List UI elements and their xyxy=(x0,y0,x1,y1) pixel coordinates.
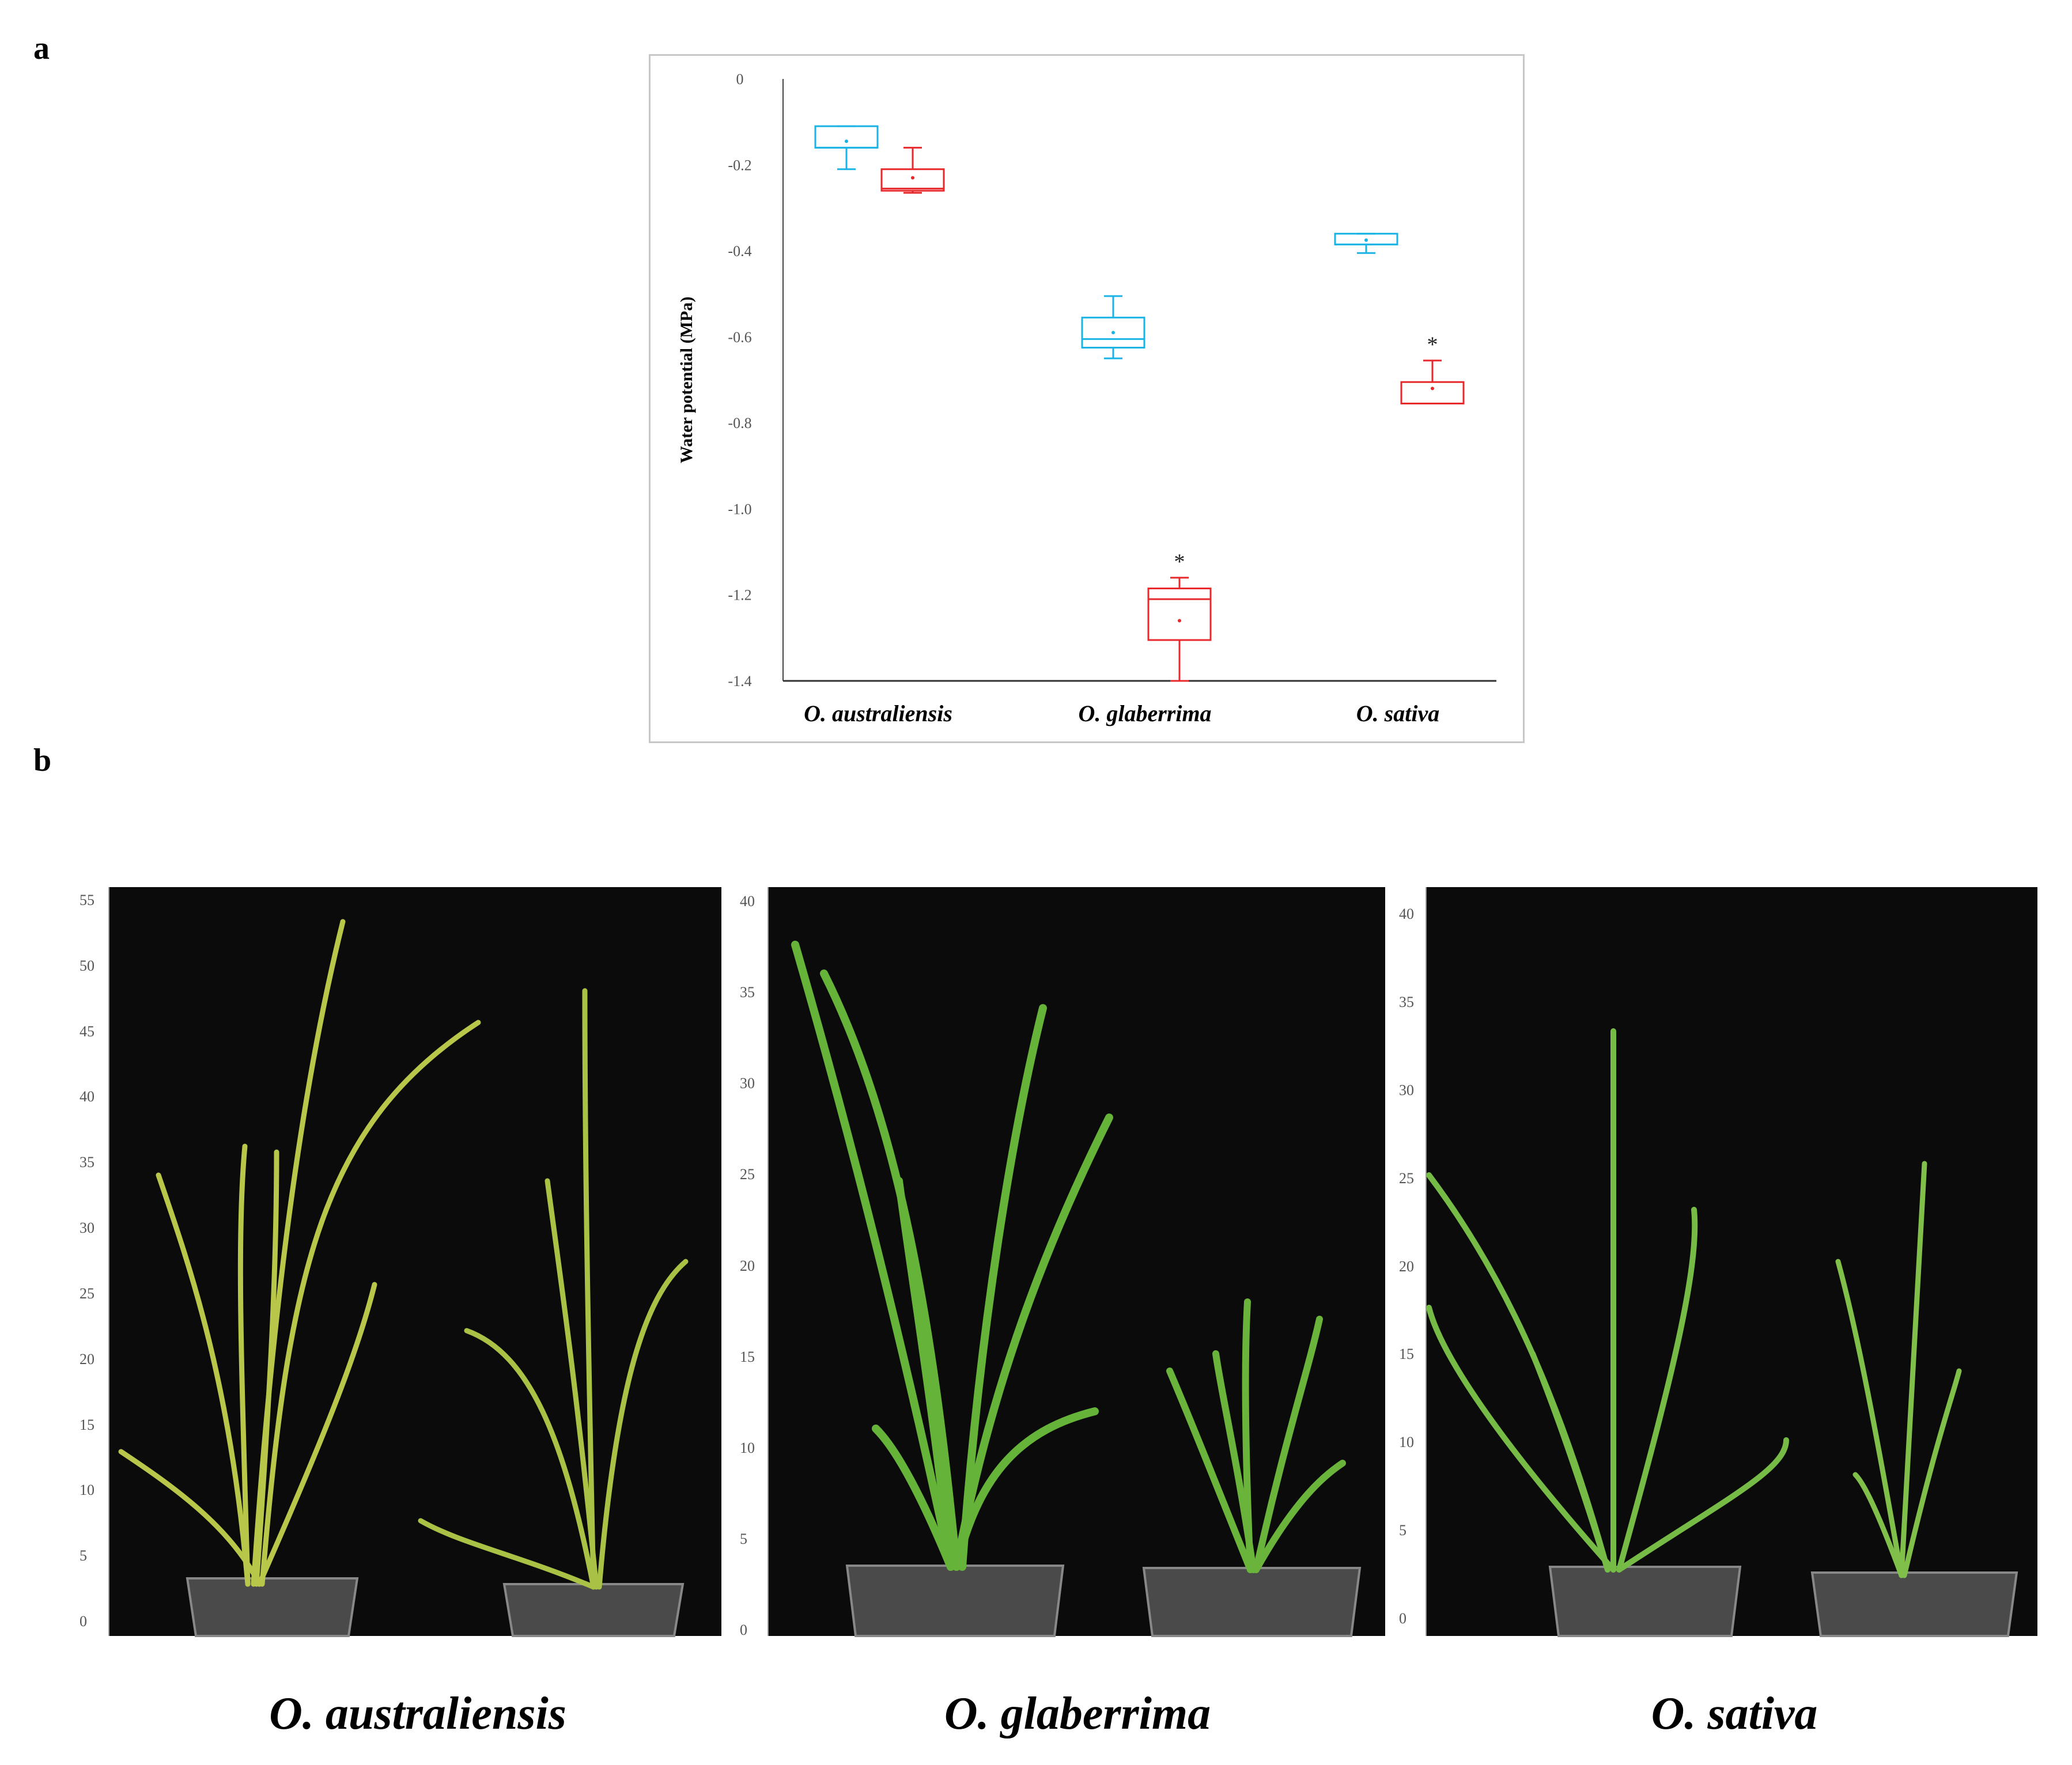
ruler-tick-label: 25 xyxy=(80,1285,94,1302)
plant-2b-leaves xyxy=(1166,1298,1346,1573)
ruler-tick-label: 5 xyxy=(80,1547,87,1565)
ruler-tick-label: 15 xyxy=(740,1348,755,1365)
x-category-label: O. australiensis xyxy=(804,700,952,726)
panel-b-label: b xyxy=(33,743,52,778)
ruler-tick-label: 30 xyxy=(740,1075,755,1092)
box-body xyxy=(1147,588,1212,641)
y-tick-label: -1.4 xyxy=(728,673,751,690)
box-body xyxy=(880,168,945,192)
ruler-tick-label: 0 xyxy=(740,1622,747,1638)
ruler-tick-label: 15 xyxy=(1399,1346,1414,1363)
plant-3a-leaves xyxy=(1426,1028,1789,1573)
pot-1b xyxy=(502,1583,685,1637)
box-mean-marker xyxy=(1364,238,1368,242)
boxplot-figure: 0 -0.2 -0.4 -0.6 -0.8 -1.0 -1.2 -1.4 Water poten… xyxy=(649,54,1525,743)
ruler-tick-label: 5 xyxy=(1399,1522,1406,1539)
caption-glaberrima: O. glaberrima xyxy=(944,1688,1211,1739)
x-category-label: O. sativa xyxy=(1356,700,1439,726)
ruler-tick-label: 20 xyxy=(740,1257,755,1274)
height-ruler-3 xyxy=(1390,887,1427,1636)
ruler-tick-label: 5 xyxy=(740,1530,747,1547)
box-mean-marker xyxy=(911,176,914,180)
y-tick-label: -1.2 xyxy=(728,587,751,604)
ruler-tick-label: 55 xyxy=(80,892,94,908)
ruler-tick-label: 10 xyxy=(740,1439,755,1456)
ruler-tick-label: 10 xyxy=(1399,1434,1414,1451)
plant-1b-leaves xyxy=(418,988,689,1590)
y-tick-label: -0.2 xyxy=(728,157,751,173)
y-tick-label: -0.4 xyxy=(728,243,751,260)
ruler-tick-label: 35 xyxy=(740,984,755,1001)
y-axis-label: Water potential (MPa) xyxy=(677,297,696,463)
ruler-tick-label: 30 xyxy=(1399,1081,1414,1099)
ruler-tick-label: 0 xyxy=(80,1613,87,1630)
ruler-tick-label: 40 xyxy=(80,1088,94,1105)
panel-a-label: a xyxy=(33,31,50,66)
boxplot-svg: 0 -0.2 -0.4 -0.6 -0.8 -1.0 -1.2 -1.4 Water poten… xyxy=(677,71,1496,726)
significance-star: * xyxy=(1427,333,1438,357)
pot-1a xyxy=(186,1577,359,1637)
height-ruler-2 xyxy=(731,887,769,1636)
ruler-tick-label: 15 xyxy=(80,1416,94,1433)
ruler-tick-label: 45 xyxy=(80,1022,94,1040)
box-mean-marker xyxy=(1178,619,1181,623)
box-body xyxy=(1081,316,1145,349)
y-tick-label: -1.0 xyxy=(728,501,751,517)
plant-photo-australiensis xyxy=(109,887,721,1636)
plant-3b-leaves xyxy=(1835,1161,1962,1578)
ruler-tick-label: 30 xyxy=(80,1219,94,1237)
ruler-tick-label: 20 xyxy=(80,1350,94,1368)
ruler-tick-label: 0 xyxy=(1399,1610,1406,1627)
plant-1a-leaves xyxy=(118,919,481,1587)
y-tick-label: -0.8 xyxy=(728,415,751,431)
ruler-tick-label: 50 xyxy=(80,957,94,974)
ruler-tick-label: 35 xyxy=(1399,993,1414,1010)
height-ruler-1 xyxy=(70,887,109,1636)
ruler-tick-label: 40 xyxy=(1399,906,1414,922)
pot-3b xyxy=(1810,1571,2018,1637)
pot-2a xyxy=(845,1565,1065,1637)
ruler-tick-label: 10 xyxy=(80,1482,94,1499)
ruler-tick-label: 25 xyxy=(1399,1169,1414,1187)
box-mean-marker xyxy=(845,139,848,143)
box-mean-marker xyxy=(1111,331,1115,335)
significance-star: * xyxy=(1174,550,1185,574)
plant-photo-glaberrima xyxy=(769,887,1385,1636)
ruler-tick-label: 25 xyxy=(740,1166,755,1183)
ruler-tick-label: 35 xyxy=(80,1154,94,1171)
plant-2a-leaves xyxy=(791,941,1113,1571)
caption-australiensis: O. australiensis xyxy=(269,1688,566,1739)
ruler-tick-label: 40 xyxy=(740,893,755,910)
box-mean-marker xyxy=(1431,387,1434,391)
y-tick-label: -0.6 xyxy=(728,329,751,346)
caption-sativa: O. sativa xyxy=(1651,1688,1818,1739)
pot-3a xyxy=(1548,1566,1742,1637)
plant-photo-sativa xyxy=(1427,887,2037,1636)
y-tick-label: 0 xyxy=(736,71,744,88)
ruler-tick-label: 20 xyxy=(1399,1258,1414,1275)
pot-2b xyxy=(1142,1567,1362,1637)
x-category-label: O. glaberrima xyxy=(1078,700,1211,726)
